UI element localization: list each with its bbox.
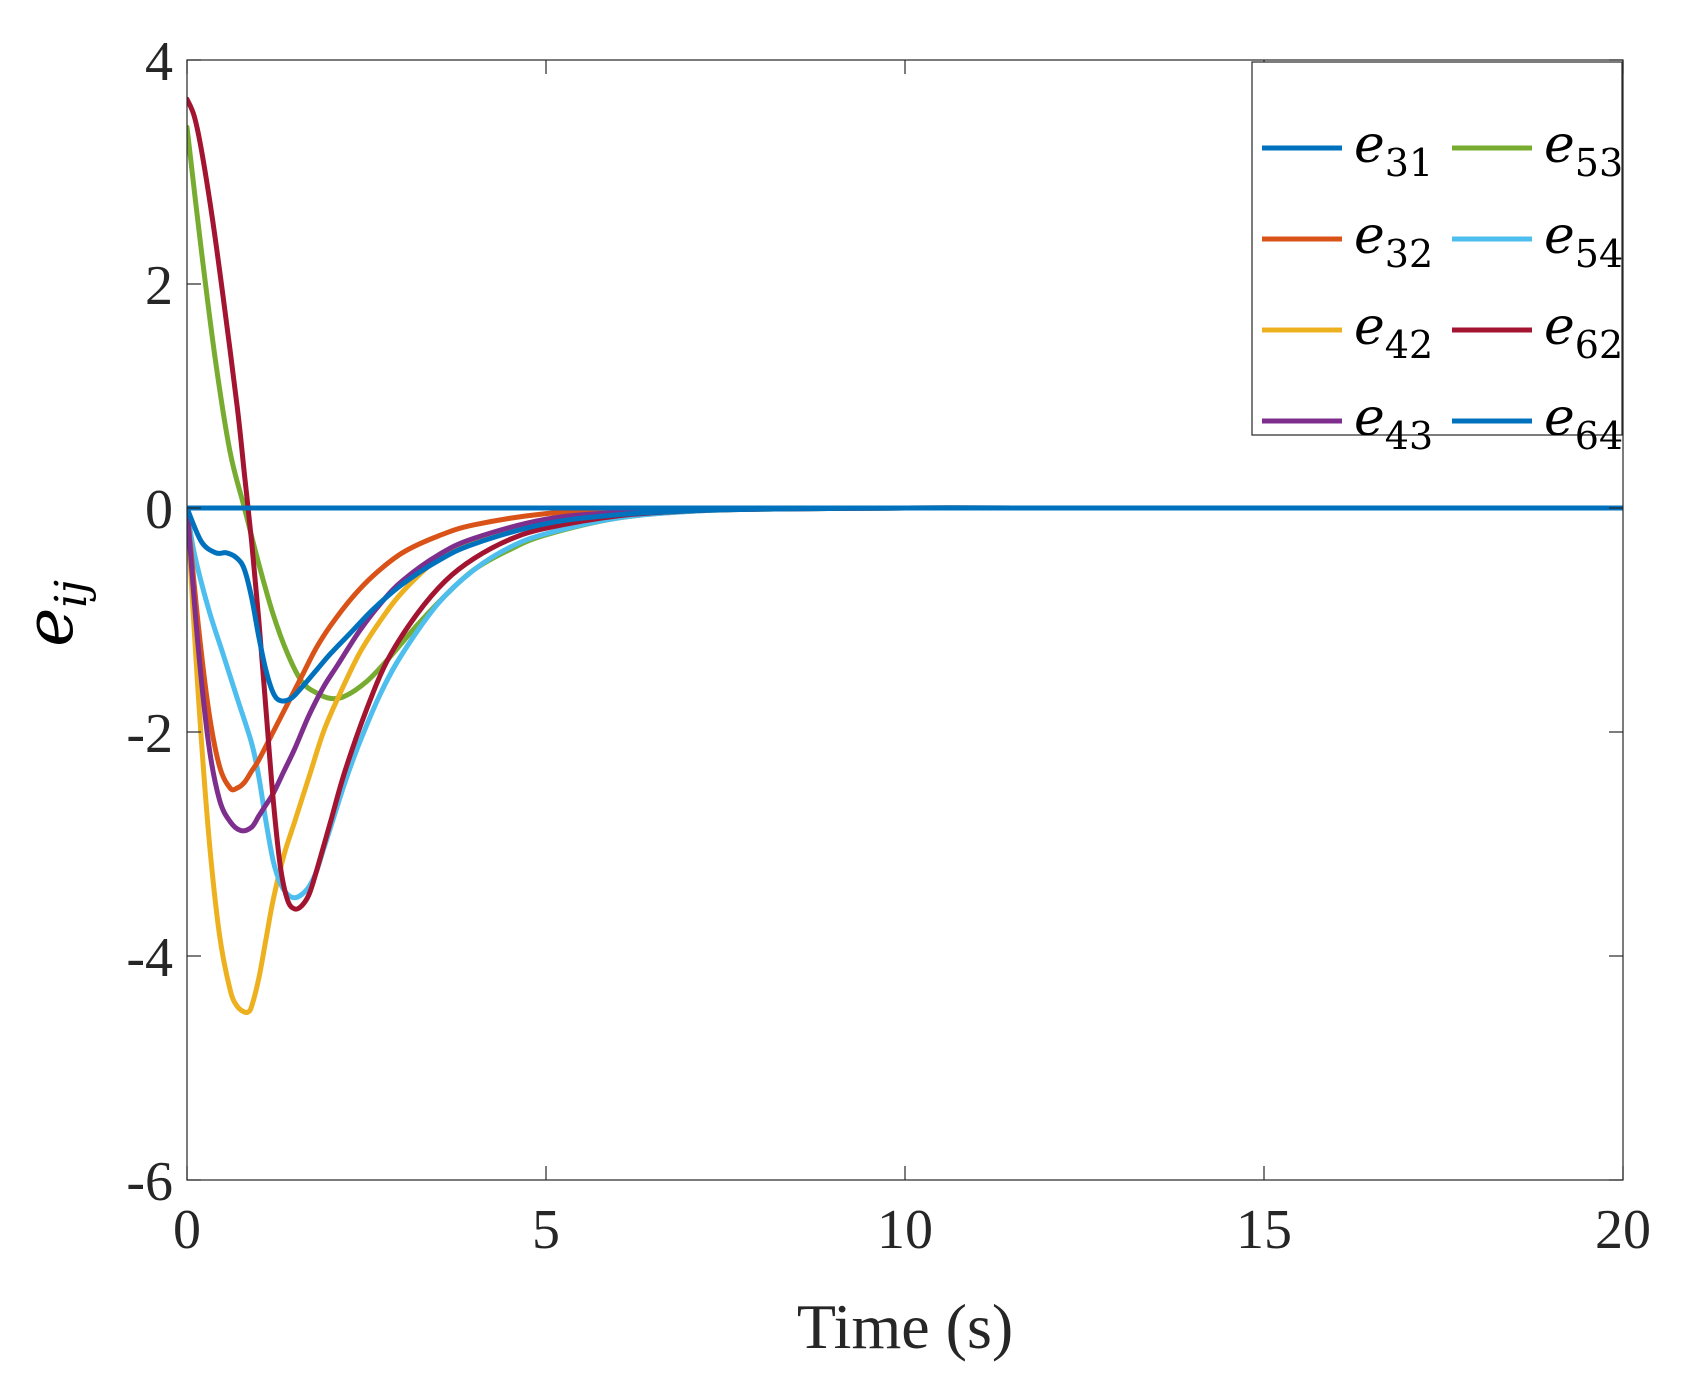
ticks-layer: 0 5 10 15 20 -6 -4 -2 0 2 4: [126, 31, 1651, 1261]
x-axis-title: Time (s): [797, 1291, 1013, 1362]
legend-item-e64: e64: [1452, 388, 1623, 458]
y-tick-label: -2: [126, 703, 173, 765]
y-axis-title: eij: [11, 580, 97, 647]
legend-item-e31: e31: [1262, 115, 1433, 185]
series-layer: [187, 96, 1623, 1016]
legend-item-e43: e43: [1262, 388, 1433, 458]
y-axis-title-base: e: [11, 608, 88, 647]
legend-label: e42: [1354, 297, 1433, 367]
y-tick-label: 2: [145, 255, 173, 317]
y-tick-label: 0: [145, 479, 173, 541]
y-tick-label: -6: [126, 1151, 173, 1213]
legend-box: [1251, 61, 1623, 436]
legend-item-e42: e42: [1262, 297, 1433, 367]
legend-item-e53: e53: [1452, 115, 1623, 185]
x-tick-label: 15: [1236, 1199, 1292, 1261]
legend-label: e32: [1354, 206, 1433, 276]
legend-item-e54: e54: [1452, 206, 1623, 276]
legend-label: e43: [1354, 388, 1433, 458]
y-axis-title-sub: ij: [46, 580, 97, 608]
svg-text:eij: eij: [11, 580, 97, 647]
y-tick-label: 4: [145, 31, 173, 93]
x-tick-label: 10: [877, 1199, 933, 1261]
x-tick-label: 20: [1595, 1199, 1651, 1261]
legend-label: e54: [1544, 206, 1623, 276]
y-tick-label: -4: [126, 927, 173, 989]
x-tick-label: 5: [532, 1199, 560, 1261]
legend-item-e62: e62: [1452, 297, 1623, 367]
x-tick-label: 0: [173, 1199, 201, 1261]
legend-label: e31: [1354, 115, 1433, 185]
legend-label: e64: [1544, 388, 1623, 458]
legend-label: e53: [1544, 115, 1623, 185]
legend-label: e62: [1544, 297, 1623, 367]
legend: e31 e32 e42 e43 e53 e54 e62 e64: [1251, 61, 1623, 458]
legend-item-e32: e32: [1262, 206, 1433, 276]
